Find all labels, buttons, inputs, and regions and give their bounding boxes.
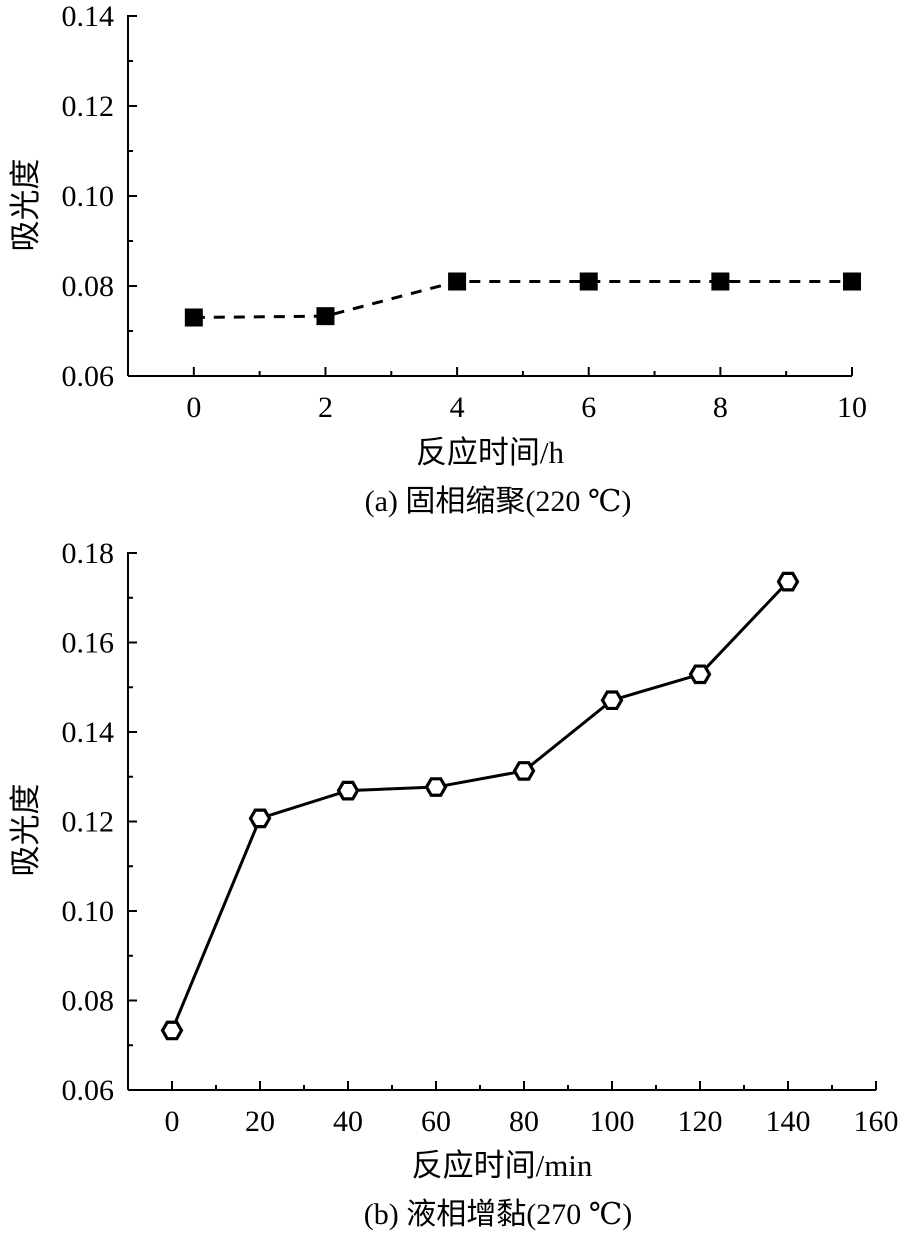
x-tick-label: 0	[165, 1105, 180, 1138]
y-tick-label: 0.06	[62, 360, 115, 393]
data-point	[316, 307, 335, 326]
x-tick-label: 6	[581, 391, 596, 424]
figure-caption: (b) 液相增黏(270 ℃)	[364, 1198, 633, 1231]
x-tick-label: 140	[766, 1105, 811, 1138]
data-point	[184, 308, 203, 327]
data-point	[579, 272, 598, 291]
data-point	[688, 664, 712, 685]
data-point	[448, 272, 467, 291]
y-tick-label: 0.08	[62, 985, 115, 1018]
x-tick-label: 100	[590, 1105, 635, 1138]
x-tick-label: 80	[509, 1105, 539, 1138]
y-axis-title: 吸光度	[8, 784, 43, 877]
x-tick-label: 120	[678, 1105, 723, 1138]
y-tick-label: 0.10	[62, 895, 115, 928]
chart-b-liquid-phase: 0.06 0.08 0.10 0.12 0.14 0.16 0.18 0 20 40 60 80 100…	[8, 537, 899, 1231]
data-point	[600, 690, 624, 711]
x-tick-label: 20	[245, 1105, 275, 1138]
y-tick-label: 0.14	[62, 0, 115, 33]
x-tick-label: 160	[854, 1105, 899, 1138]
series-line	[193, 280, 852, 319]
figure-caption: (a) 固相缩聚(220 ℃)	[365, 485, 632, 518]
y-tick-label: 0.12	[62, 806, 115, 839]
y-tick-label: 0.08	[62, 270, 115, 303]
y-axis-title: 吸光度	[8, 159, 43, 252]
series-line	[170, 580, 790, 1032]
data-point	[711, 272, 730, 291]
x-tick-label: 60	[421, 1105, 451, 1138]
chart-a-solid-phase: 0.06 0.08 0.10 0.12 0.14 0 2 4 6 8 10 反应时间/h 吸光度 (a) …	[8, 0, 867, 518]
x-tick-label: 40	[333, 1105, 363, 1138]
data-point	[424, 777, 448, 797]
y-tick-label: 0.06	[62, 1074, 115, 1107]
x-tick-label: 10	[837, 391, 867, 424]
y-tick-label: 0.10	[62, 180, 115, 213]
x-tick-label: 4	[450, 391, 465, 424]
x-tick-label: 8	[713, 391, 728, 424]
x-tick-label: 2	[318, 391, 333, 424]
data-point	[843, 272, 861, 291]
y-tick-label: 0.16	[62, 627, 115, 660]
data-point	[776, 571, 800, 592]
data-point	[160, 1020, 184, 1041]
data-point	[512, 761, 536, 781]
y-tick-label: 0.14	[62, 716, 115, 749]
data-point	[248, 808, 272, 829]
x-axis-title: 反应时间/min	[412, 1148, 593, 1183]
data-point	[336, 780, 360, 801]
y-tick-label: 0.12	[62, 90, 115, 123]
y-tick-label: 0.18	[62, 537, 115, 570]
x-tick-label: 0	[186, 391, 201, 424]
x-axis-title: 反应时间/h	[416, 435, 565, 470]
